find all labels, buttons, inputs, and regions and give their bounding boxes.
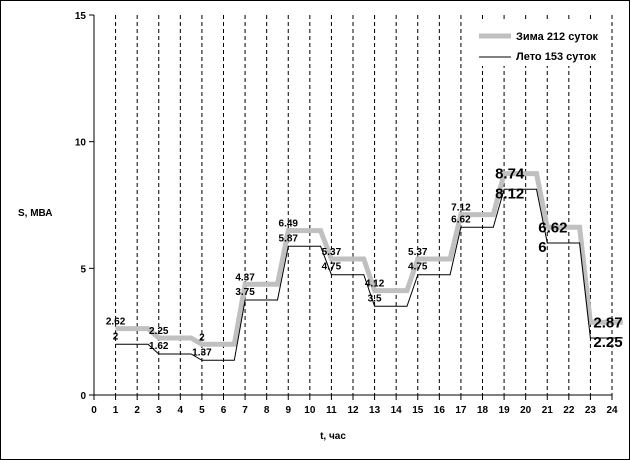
data-label-winter-21: 6.62 <box>538 219 567 236</box>
y-axis-label: S, МВА <box>18 208 53 219</box>
x-tick-label-15: 15 <box>412 405 424 416</box>
x-tick-label-6: 6 <box>221 405 227 416</box>
data-label-winter-7: 4.37 <box>235 272 255 283</box>
y-tick-label-15: 15 <box>75 11 87 22</box>
x-tick-label-0: 0 <box>91 405 97 416</box>
data-label-winter-11: 5.37 <box>322 247 342 258</box>
data-label-summer-11: 4.75 <box>322 262 342 273</box>
data-label-winter-19: 8.74 <box>495 166 525 183</box>
x-tick-label-5: 5 <box>199 405 205 416</box>
data-label-summer-15: 4.75 <box>408 262 428 273</box>
x-axis-label: t, час <box>320 431 346 442</box>
x-tick-label-4: 4 <box>178 405 184 416</box>
data-label-summer-23: 2.25 <box>593 334 622 351</box>
x-tick-label-13: 13 <box>369 405 381 416</box>
data-label-summer-9: 5.87 <box>279 233 299 244</box>
data-label-summer-13: 3.5 <box>368 293 382 304</box>
data-label-winter-13: 4.12 <box>365 279 385 290</box>
x-tick-label-17: 17 <box>455 405 467 416</box>
data-label-summer-17: 6.62 <box>451 214 471 225</box>
x-tick-label-11: 11 <box>326 405 337 416</box>
data-label-summer-3: 1.62 <box>149 341 169 352</box>
axes <box>89 14 613 400</box>
x-tick-label-2: 2 <box>134 405 140 416</box>
y-tick-label-10: 10 <box>75 138 87 149</box>
x-tick-label-7: 7 <box>242 405 248 416</box>
legend-box <box>476 20 610 66</box>
data-labels: 2.62 2 2.25 1.62 2 1.37 4.37 3.75 6.49 5.87 5.37 4.… <box>106 166 623 359</box>
data-label-winter-23: 2.87 <box>593 314 622 331</box>
x-tick-label-9: 9 <box>285 405 291 416</box>
data-label-summer-21: 6 <box>538 239 546 256</box>
data-label-winter-9: 6.49 <box>279 219 299 230</box>
data-label-winter-5: 2 <box>199 332 205 343</box>
y-tick-labels: 0 5 10 15 <box>75 11 87 402</box>
x-tick-label-22: 22 <box>563 405 575 416</box>
data-label-summer-5: 1.37 <box>192 347 212 358</box>
x-tick-label-19: 19 <box>499 405 511 416</box>
x-tick-label-1: 1 <box>113 405 119 416</box>
series-line-0 <box>115 171 623 347</box>
x-tick-label-14: 14 <box>391 405 403 416</box>
x-tick-label-24: 24 <box>606 405 618 416</box>
data-label-winter-15: 5.37 <box>408 247 428 258</box>
x-tick-label-10: 10 <box>304 405 316 416</box>
legend-label-winter: Зима 212 суток <box>516 31 599 43</box>
x-tick-label-18: 18 <box>477 405 489 416</box>
y-tick-label-5: 5 <box>80 264 86 275</box>
x-tick-label-21: 21 <box>542 405 554 416</box>
series-lines <box>115 171 623 361</box>
x-tick-label-23: 23 <box>585 405 597 416</box>
data-label-winter-17: 7.12 <box>451 203 471 214</box>
x-tick-labels: 0 1 2 3 4 5 6 7 8 9 10 11 12 13 14 15 16 17 18 19 20 21 22 23 24 <box>91 405 618 416</box>
data-label-summer-1: 2 <box>113 331 119 342</box>
series-line-1 <box>115 188 623 361</box>
data-label-summer-7: 3.75 <box>235 287 255 298</box>
x-tick-label-16: 16 <box>434 405 446 416</box>
y-tick-label-0: 0 <box>80 391 86 402</box>
x-tick-label-8: 8 <box>264 405 270 416</box>
data-label-winter-3: 2.25 <box>149 326 169 337</box>
data-label-winter-1: 2.62 <box>106 317 126 328</box>
data-label-summer-19: 8.12 <box>495 185 524 202</box>
legend: Зима 212 суток Лето 153 суток <box>476 20 610 66</box>
legend-label-summer: Лето 153 суток <box>516 51 596 63</box>
x-tick-label-3: 3 <box>156 405 162 416</box>
x-tick-label-20: 20 <box>520 405 532 416</box>
grid <box>115 15 613 395</box>
x-tick-label-12: 12 <box>347 405 359 416</box>
